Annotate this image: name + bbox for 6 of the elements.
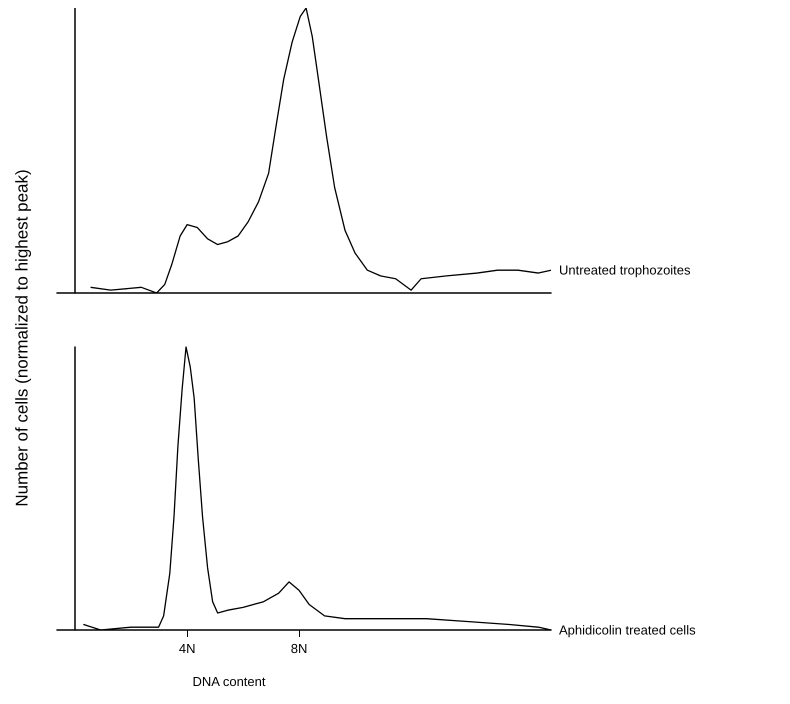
y-axis-title: Number of cells (normalized to highest peak) (13, 169, 33, 507)
series-label: Untreated trophozoites (559, 262, 692, 278)
x-axis-title: DNA content (192, 674, 266, 689)
series-label: Aphidicolin treated cells (559, 622, 696, 638)
x-tick-label: 4N (178, 641, 196, 656)
x-tick-label: 8N (290, 641, 308, 656)
